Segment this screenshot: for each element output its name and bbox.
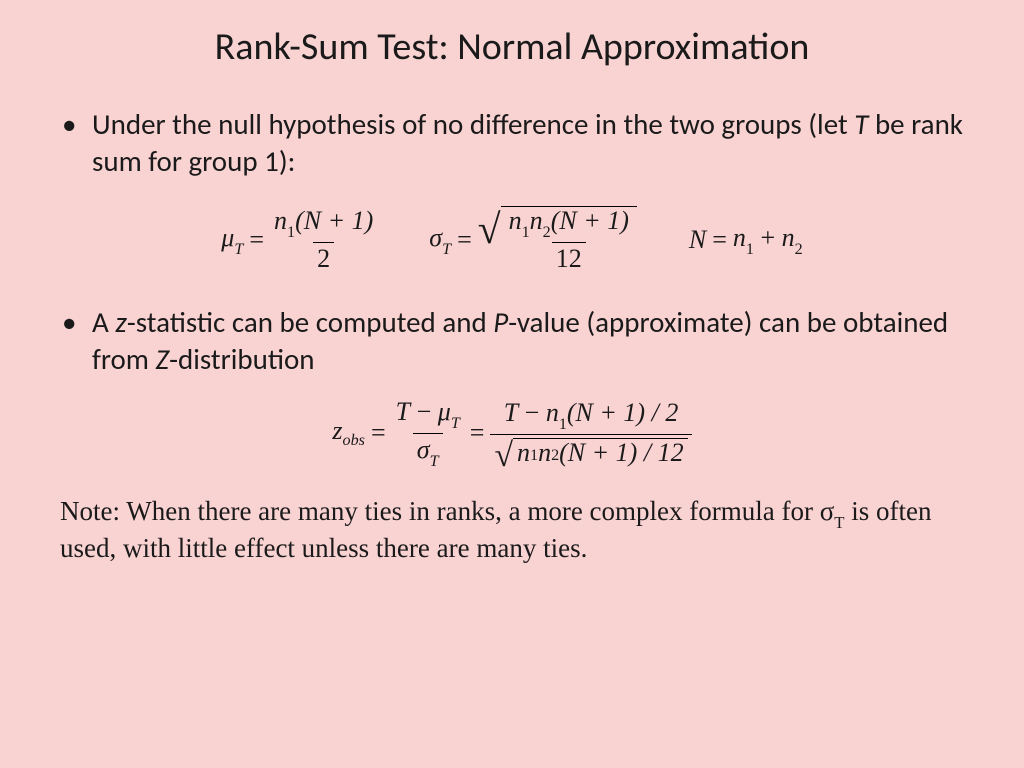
sig-den: 12 (552, 242, 586, 274)
mu-den: 2 (313, 242, 334, 274)
zf2-T: T (504, 398, 518, 427)
b2-pre: A (92, 304, 115, 340)
z-frac2: T − n1(N + 1) / 2 √ n1n2(N + 1) / 12 (490, 399, 691, 468)
sigma-frac: n1n2(N + 1) 12 (505, 207, 633, 274)
zf1-minus: − (410, 397, 438, 426)
mu-symbol: μ (221, 223, 234, 252)
sqrt-icon: √ (478, 212, 501, 280)
bullet-list: Under the null hypothesis of no differen… (56, 106, 968, 180)
sig-num-s2: 2 (543, 224, 551, 241)
zf2-ds1: 1 (530, 447, 538, 465)
sigma-sub: T (442, 241, 451, 258)
zf2-ds2: 2 (551, 447, 559, 465)
z-eq2: = (470, 418, 485, 448)
formula-row-1: μT = n1(N + 1) 2 σT = √ n1n2(N + 1) 12 N… (56, 206, 968, 274)
zf2-post: (N + 1) / 2 (567, 398, 678, 427)
note-pre: Note: When there are many ties in ranks,… (60, 496, 820, 526)
N-n1: n (733, 223, 746, 252)
formula-sigma: σT = √ n1n2(N + 1) 12 (429, 206, 637, 274)
b2-v3: Z (156, 341, 170, 377)
z-sub: obs (343, 432, 365, 449)
mu-num-n: n (274, 206, 287, 235)
N-plus: + (754, 223, 782, 252)
N-n2: n (782, 223, 795, 252)
bullet-2: A z-statistic can be computed and P-valu… (56, 304, 968, 378)
z-sym: z (332, 416, 342, 445)
mu-eq: = (249, 225, 264, 255)
N-lhs: N (689, 225, 706, 255)
mu-num-post: (N + 1) (295, 206, 373, 235)
z-eq1: = (371, 418, 386, 448)
b2-v2: P (493, 304, 508, 340)
mu-frac: n1(N + 1) 2 (270, 207, 377, 274)
sqrt-icon-2: √ (494, 442, 513, 472)
zf2-dn2: n (538, 439, 551, 468)
bullet-1-var: T (854, 106, 868, 142)
slide-title: Rank-Sum Test: Normal Approximation (56, 24, 968, 70)
sig-num-post: (N + 1) (551, 206, 629, 235)
formula-row-2: zobs = T − μT σT = T − n1(N + 1) / 2 √ n… (56, 398, 968, 469)
zf2-sqrt: √ n1n2(N + 1) / 12 (494, 438, 687, 468)
zf2-minus: − (518, 398, 546, 427)
N-s2: 2 (795, 241, 803, 258)
zf1-T: T (396, 397, 410, 426)
sigma-sqrt: √ n1n2(N + 1) 12 (478, 206, 637, 274)
bullet-list-2: A z-statistic can be computed and P-valu… (56, 304, 968, 378)
note-sigma: σ (820, 496, 835, 526)
zf1-mu: μ (438, 397, 451, 426)
mu-sub: T (234, 241, 243, 258)
zf2-n: n (546, 398, 559, 427)
mu-num-sub: 1 (287, 224, 295, 241)
b2-suf: -distribution (169, 341, 314, 377)
formula-zobs: zobs = T − μT σT = T − n1(N + 1) / 2 √ n… (332, 398, 691, 469)
b2-v1: z (115, 304, 126, 340)
note-sub: T (834, 513, 844, 532)
bullet-1-prefix: Under the null hypothesis of no differen… (92, 106, 854, 142)
zf1-musub: T (451, 415, 460, 432)
zf2-dn1: n (517, 439, 530, 468)
sig-num-n2: n (530, 206, 543, 235)
sig-num-s1: 1 (522, 224, 530, 241)
formula-N: N = n1 + n2 (689, 223, 803, 257)
zf2-nsub: 1 (559, 416, 567, 433)
z-frac1: T − μT σT (392, 398, 464, 469)
sigma-eq: = (457, 225, 472, 255)
zf1-sigsub: T (430, 453, 439, 470)
N-s1: 1 (746, 241, 754, 258)
sigma-symbol: σ (429, 223, 442, 252)
footnote: Note: When there are many ties in ranks,… (56, 495, 968, 566)
zf2-dpost: (N + 1) / 12 (559, 439, 683, 468)
bullet-1: Under the null hypothesis of no differen… (56, 106, 968, 180)
zf1-sig: σ (417, 435, 430, 464)
b2-m1: -statistic can be computed and (127, 304, 493, 340)
formula-mu: μT = n1(N + 1) 2 (221, 207, 377, 274)
N-eq: = (712, 225, 727, 255)
sig-num-n1: n (509, 206, 522, 235)
